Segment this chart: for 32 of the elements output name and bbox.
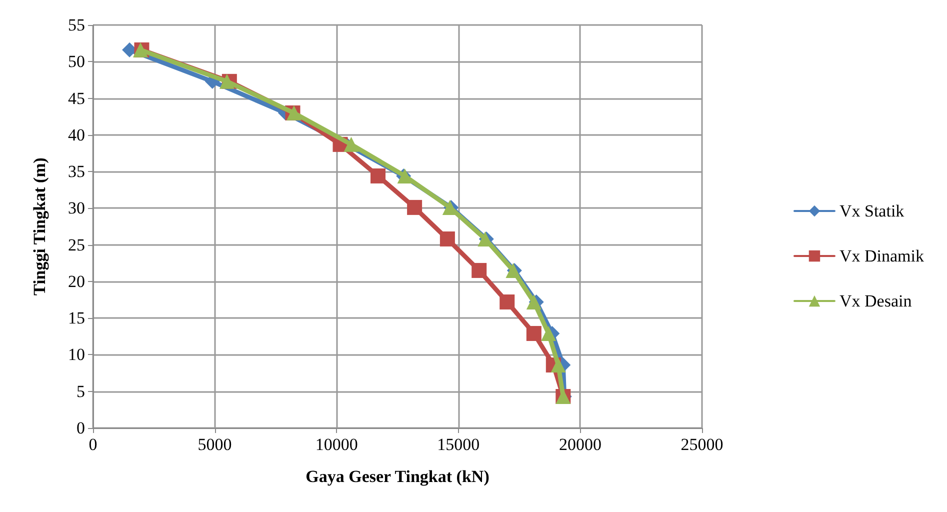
y-axis-title: Tinggi Tingkat (m) [30,158,49,296]
y-tick-label: 45 [68,88,85,108]
legend-label: Vx Desain [839,292,912,310]
x-tick-label: 0 [88,435,98,454]
x-tick-label: 10000 [315,435,358,454]
point [550,357,566,372]
y-tick-label: 5 [76,382,85,401]
y-tick-label: 10 [68,345,85,364]
x-tick-label: 15000 [437,435,480,454]
point [370,168,386,184]
point [344,136,359,152]
y-tick-label: 50 [68,52,85,72]
x-tick-label: 5000 [198,435,232,454]
y-tick-label: 25 [68,235,85,254]
point [500,294,515,310]
y-tick-label: 40 [68,125,85,144]
point [526,326,542,341]
y-tick-label: 0 [76,418,85,438]
y-tick-label: 35 [68,162,85,182]
legend-label: Vx Statik [839,202,905,220]
x-tick-label: 25000 [680,435,724,454]
y-tick-label: 15 [68,308,85,328]
point [407,200,422,215]
legend-label: Vx Dinamik [839,246,924,266]
y-tick-label: 20 [68,272,85,291]
x-tick-label: 20000 [558,435,602,454]
x-axis-title: Gaya Geser Tingkat (kN) [306,467,490,486]
point [472,262,487,278]
y-tick-label: 55 [68,16,85,34]
y-tick-label: 30 [68,198,85,218]
point [440,231,455,246]
point [541,326,556,341]
